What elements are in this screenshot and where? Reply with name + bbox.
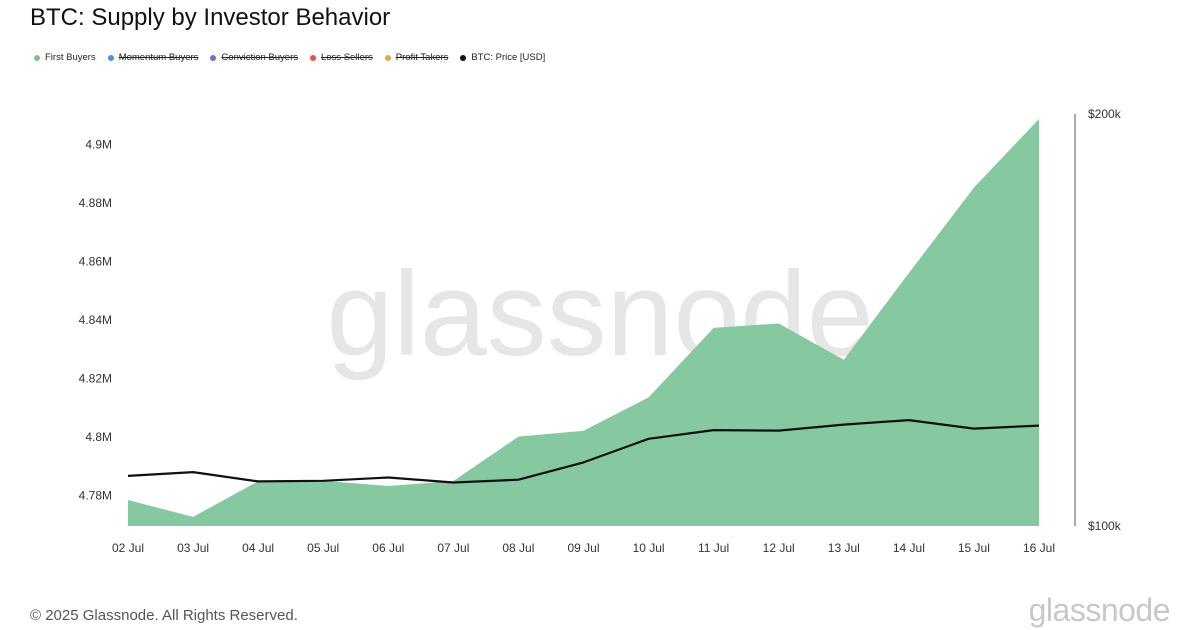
legend-label: BTC: Price [USD] bbox=[471, 52, 546, 63]
chart-title: BTC: Supply by Investor Behavior bbox=[30, 4, 391, 31]
x-tick-label: 05 Jul bbox=[307, 541, 339, 555]
legend-label: Momentum Buyers bbox=[118, 52, 199, 63]
series-line-btc-price bbox=[127, 419, 1040, 484]
x-tick-label: 13 Jul bbox=[828, 541, 860, 555]
y-left-tick-label: 4.84M bbox=[79, 313, 112, 327]
legend-item-4[interactable]: Profit Takers bbox=[384, 52, 449, 63]
x-tick-label: 03 Jul bbox=[177, 541, 209, 555]
x-tick-label: 10 Jul bbox=[633, 541, 665, 555]
x-tick-label: 04 Jul bbox=[242, 541, 274, 555]
legend-label: Profit Takers bbox=[395, 52, 449, 63]
x-tick-label: 02 Jul bbox=[112, 541, 144, 555]
legend-swatch bbox=[34, 54, 40, 61]
legend-label: First Buyers bbox=[45, 52, 96, 63]
y-left-tick-label: 4.86M bbox=[79, 255, 112, 269]
x-tick-label: 06 Jul bbox=[372, 541, 404, 555]
legend-item-0[interactable]: First Buyers bbox=[34, 52, 96, 63]
legend-item-5[interactable]: BTC: Price [USD] bbox=[460, 52, 545, 63]
legend-label: Loss Sellers bbox=[320, 52, 373, 63]
legend-swatch bbox=[309, 54, 316, 61]
y-left-tick-label: 4.82M bbox=[79, 371, 112, 385]
copyright-text: © 2025 Glassnode. All Rights Reserved. bbox=[30, 607, 298, 624]
legend-swatch bbox=[107, 54, 114, 61]
y-right-tick-label: $100k bbox=[1088, 519, 1122, 533]
x-tick-label: 08 Jul bbox=[502, 541, 534, 555]
series-area-first-buyers bbox=[128, 119, 1039, 526]
y-left-tick-label: 4.9M bbox=[85, 138, 112, 152]
x-tick-label: 07 Jul bbox=[437, 541, 469, 555]
x-tick-label: 14 Jul bbox=[893, 541, 925, 555]
y-left-tick-label: 4.78M bbox=[79, 488, 112, 502]
x-tick-label: 09 Jul bbox=[567, 541, 599, 555]
y-right-tick-label: $200k bbox=[1088, 107, 1122, 121]
y-left-tick-label: 4.8M bbox=[85, 430, 112, 444]
legend-swatch bbox=[384, 54, 391, 61]
legend-swatch bbox=[460, 54, 467, 61]
legend-label: Conviction Buyers bbox=[221, 52, 298, 63]
x-tick-label: 16 Jul bbox=[1023, 541, 1055, 555]
legend-item-3[interactable]: Loss Sellers bbox=[309, 52, 373, 63]
legend-item-2[interactable]: Conviction Buyers bbox=[210, 52, 298, 63]
x-tick-label: 11 Jul bbox=[698, 541, 729, 555]
y-left-tick-label: 4.88M bbox=[79, 196, 112, 210]
legend-item-1[interactable]: Momentum Buyers bbox=[107, 52, 199, 63]
x-tick-label: 12 Jul bbox=[763, 541, 795, 555]
x-tick-label: 15 Jul bbox=[958, 541, 990, 555]
glassnode-logo: glassnode bbox=[1028, 592, 1171, 628]
chart-legend: First Buyers Momentum Buyers Conviction Bu… bbox=[34, 52, 557, 63]
legend-swatch bbox=[210, 54, 217, 61]
